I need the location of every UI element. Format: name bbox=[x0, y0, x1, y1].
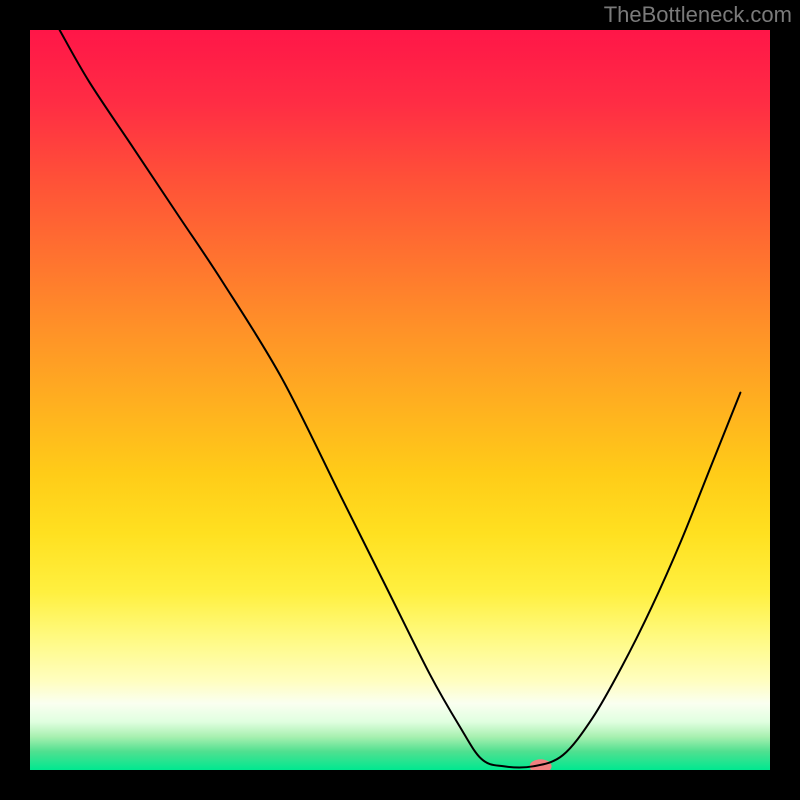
plot-area bbox=[30, 30, 770, 770]
chart-container: TheBottleneck.com bbox=[0, 0, 800, 800]
watermark-text: TheBottleneck.com bbox=[604, 2, 792, 28]
bottleneck-chart bbox=[0, 0, 800, 800]
